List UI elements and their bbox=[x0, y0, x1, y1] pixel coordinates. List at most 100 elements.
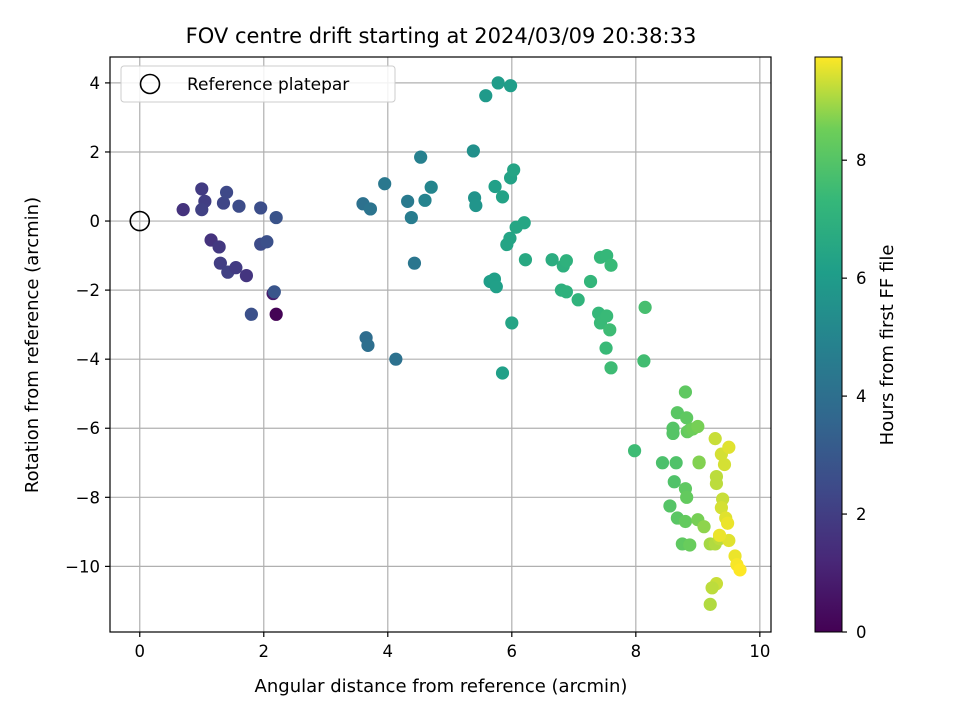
data-point bbox=[401, 194, 415, 208]
data-point bbox=[599, 341, 613, 355]
data-point bbox=[244, 307, 258, 321]
y-tick-label: −8 bbox=[76, 488, 100, 507]
data-point bbox=[378, 177, 392, 191]
data-point bbox=[678, 385, 693, 399]
x-tick-label: 10 bbox=[749, 642, 770, 661]
x-tick-label: 4 bbox=[383, 642, 394, 661]
data-point bbox=[722, 440, 736, 454]
grid bbox=[110, 57, 771, 632]
data-point bbox=[666, 426, 680, 441]
y-axis-label: Rotation from reference (arcmin) bbox=[22, 197, 43, 493]
colorbar-tick-label: 2 bbox=[856, 505, 867, 524]
data-point bbox=[545, 253, 559, 267]
y-tick-label: −6 bbox=[76, 419, 100, 438]
data-point bbox=[418, 193, 432, 207]
data-point bbox=[500, 237, 514, 252]
data-point bbox=[232, 199, 246, 213]
data-point bbox=[195, 182, 209, 196]
data-point bbox=[600, 309, 614, 323]
data-point bbox=[705, 581, 719, 595]
data-point bbox=[479, 89, 493, 103]
y-tick-label: 4 bbox=[90, 74, 101, 93]
data-point bbox=[195, 203, 209, 217]
data-point bbox=[733, 563, 747, 577]
data-point bbox=[254, 201, 268, 215]
data-point bbox=[495, 366, 510, 380]
data-point bbox=[517, 216, 531, 230]
data-point bbox=[717, 457, 732, 472]
x-axis-ticks: 0 2 4 6 8 10 bbox=[135, 632, 770, 661]
y-tick-label: 0 bbox=[90, 212, 101, 231]
data-point bbox=[219, 185, 234, 199]
data-point bbox=[269, 210, 283, 225]
data-point bbox=[604, 361, 618, 375]
data-point bbox=[505, 316, 519, 330]
data-point bbox=[469, 198, 483, 213]
data-point bbox=[229, 261, 243, 275]
data-point bbox=[669, 456, 683, 470]
data-point bbox=[559, 254, 573, 268]
data-point bbox=[216, 196, 231, 210]
y-tick-label: −2 bbox=[76, 281, 100, 300]
data-point bbox=[697, 520, 711, 534]
data-point bbox=[213, 256, 227, 270]
data-point bbox=[267, 285, 281, 299]
data-point bbox=[389, 352, 403, 366]
data-point bbox=[571, 293, 585, 307]
data-point bbox=[414, 150, 428, 164]
x-tick-label: 8 bbox=[631, 642, 642, 661]
data-point bbox=[583, 274, 598, 289]
data-point bbox=[407, 256, 422, 270]
data-point bbox=[637, 354, 651, 368]
data-point bbox=[507, 163, 521, 177]
data-point bbox=[404, 210, 418, 225]
x-tick-label: 0 bbox=[135, 642, 146, 661]
legend-box bbox=[120, 65, 396, 103]
plot-frame bbox=[109, 56, 772, 633]
data-point bbox=[703, 597, 717, 611]
y-axis-ticks: 4 2 0 −2 −4 −6 −8 −10 bbox=[65, 74, 110, 576]
data-point bbox=[680, 490, 694, 504]
y-tick-label: 2 bbox=[90, 143, 101, 162]
data-point bbox=[503, 79, 518, 93]
data-point bbox=[489, 280, 503, 294]
legend-marker bbox=[139, 73, 161, 95]
data-point bbox=[212, 240, 226, 254]
data-point bbox=[491, 76, 505, 90]
data-point bbox=[678, 514, 693, 529]
y-tick-label: −10 bbox=[65, 557, 100, 576]
data-point bbox=[627, 444, 642, 458]
data-point bbox=[712, 528, 727, 542]
data-point bbox=[638, 300, 652, 314]
chart-title: FOV centre drift starting at 2024/03/09 … bbox=[186, 24, 697, 48]
data-point bbox=[603, 323, 617, 337]
data-point bbox=[239, 269, 254, 283]
colorbar-tick-label: 6 bbox=[856, 269, 867, 288]
data-point bbox=[260, 235, 274, 249]
data-point bbox=[708, 432, 722, 446]
colorbar bbox=[814, 56, 843, 633]
data-point bbox=[361, 338, 375, 352]
x-tick-label: 2 bbox=[259, 642, 270, 661]
data-point bbox=[709, 476, 724, 491]
data-point bbox=[604, 258, 618, 272]
data-point bbox=[667, 475, 681, 489]
reference-point bbox=[129, 210, 151, 232]
data-point bbox=[466, 144, 480, 158]
colorbar-tick-label: 0 bbox=[856, 623, 867, 642]
x-axis-label: Angular distance from reference (arcmin) bbox=[255, 676, 628, 697]
data-point bbox=[424, 180, 438, 194]
scatter-points bbox=[176, 76, 747, 611]
data-point bbox=[714, 501, 728, 515]
data-point bbox=[683, 538, 697, 552]
data-point bbox=[488, 179, 502, 194]
y-tick-label: −4 bbox=[76, 350, 100, 369]
colorbar-ticks: 0 2 4 6 8 bbox=[842, 151, 867, 642]
data-point bbox=[176, 203, 190, 217]
data-point bbox=[691, 419, 705, 434]
data-point bbox=[680, 411, 694, 425]
colorbar-label: Hours from first FF file bbox=[877, 245, 898, 446]
legend-label: Reference platepar bbox=[187, 75, 349, 95]
x-tick-label: 6 bbox=[507, 642, 518, 661]
legend: Reference platepar bbox=[120, 65, 396, 103]
